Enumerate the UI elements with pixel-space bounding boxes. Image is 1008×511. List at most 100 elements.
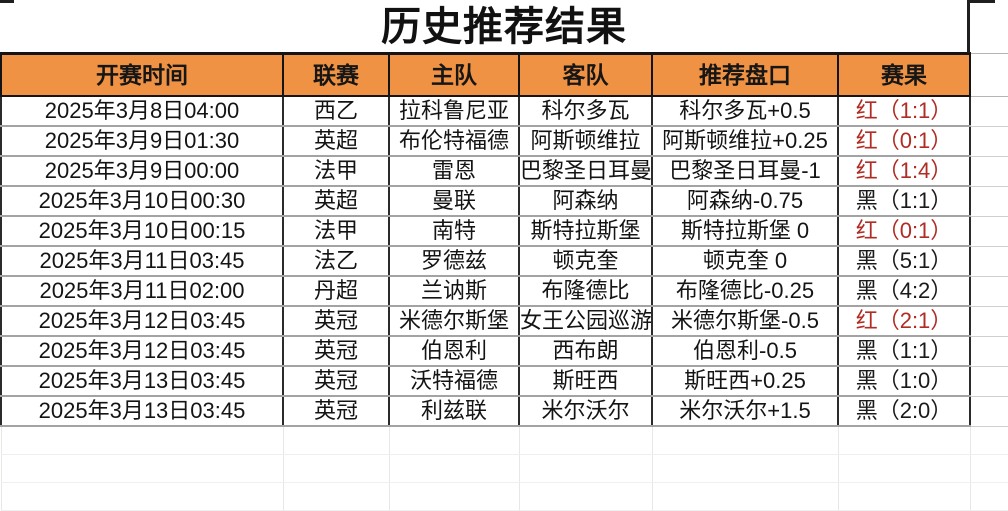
cell-home[interactable]: 雷恩 bbox=[388, 155, 520, 187]
cell-home[interactable]: 沃特福德 bbox=[388, 365, 520, 397]
cell-result[interactable]: 黑（4:2） bbox=[837, 275, 971, 307]
cell-time[interactable]: 2025年3月10日00:30 bbox=[0, 185, 284, 217]
empty-cell[interactable] bbox=[282, 425, 390, 455]
cell-result[interactable]: 红（1:4） bbox=[837, 155, 971, 187]
cell-result[interactable]: 黑（1:1） bbox=[837, 335, 971, 367]
cell-result[interactable]: 红（1:1） bbox=[837, 95, 971, 127]
cell-time[interactable]: 2025年3月12日03:45 bbox=[0, 305, 284, 337]
cell-handicap[interactable]: 布隆德比-0.25 bbox=[651, 275, 839, 307]
cell-away[interactable]: 女王公园巡游 bbox=[518, 305, 653, 337]
cell-home[interactable]: 米德尔斯堡 bbox=[388, 305, 520, 337]
cell-time[interactable]: 2025年3月9日01:30 bbox=[0, 125, 284, 157]
cell-home[interactable]: 利兹联 bbox=[388, 395, 520, 427]
header-cell-league[interactable]: 联赛 bbox=[282, 52, 390, 97]
cell-away[interactable]: 斯旺西 bbox=[518, 365, 653, 397]
cell-league[interactable]: 英冠 bbox=[282, 395, 390, 427]
table-row: 2025年3月8日04:00 西乙 拉科鲁尼亚 科尔多瓦 科尔多瓦+0.5 红（1:1） bbox=[0, 95, 1008, 127]
cell-result[interactable]: 黑（1:1） bbox=[837, 185, 971, 217]
cell-league[interactable]: 法甲 bbox=[282, 155, 390, 187]
empty-cell[interactable] bbox=[969, 482, 1008, 511]
cell-league[interactable]: 丹超 bbox=[282, 275, 390, 307]
ghost-cell bbox=[969, 185, 1008, 217]
cell-home[interactable]: 伯恩利 bbox=[388, 335, 520, 367]
cell-handicap[interactable]: 阿森纳-0.75 bbox=[651, 185, 839, 217]
empty-cell[interactable] bbox=[0, 425, 284, 455]
empty-cell[interactable] bbox=[0, 454, 284, 483]
cell-time[interactable]: 2025年3月13日03:45 bbox=[0, 395, 284, 427]
cell-away[interactable]: 米尔沃尔 bbox=[518, 395, 653, 427]
empty-cell[interactable] bbox=[837, 425, 971, 455]
empty-cell[interactable] bbox=[651, 425, 839, 455]
cell-away[interactable]: 阿斯顿维拉 bbox=[518, 125, 653, 157]
cell-home[interactable]: 南特 bbox=[388, 215, 520, 247]
cell-time[interactable]: 2025年3月11日02:00 bbox=[0, 275, 284, 307]
cell-handicap[interactable]: 斯特拉斯堡 0 bbox=[651, 215, 839, 247]
empty-cell[interactable] bbox=[388, 454, 520, 483]
cell-time[interactable]: 2025年3月13日03:45 bbox=[0, 365, 284, 397]
ghost-cell bbox=[969, 365, 1008, 397]
cell-home[interactable]: 拉科鲁尼亚 bbox=[388, 95, 520, 127]
cell-league[interactable]: 西乙 bbox=[282, 95, 390, 127]
empty-cell[interactable] bbox=[651, 454, 839, 483]
header-cell-handicap[interactable]: 推荐盘口 bbox=[651, 52, 839, 97]
empty-cell[interactable] bbox=[282, 454, 390, 483]
cell-league[interactable]: 英超 bbox=[282, 125, 390, 157]
cell-handicap[interactable]: 斯旺西+0.25 bbox=[651, 365, 839, 397]
cell-result[interactable]: 黑（5:1） bbox=[837, 245, 971, 277]
cell-league[interactable]: 英冠 bbox=[282, 335, 390, 367]
cell-league[interactable]: 法乙 bbox=[282, 245, 390, 277]
cell-away[interactable]: 科尔多瓦 bbox=[518, 95, 653, 127]
header-cell-time[interactable]: 开赛时间 bbox=[0, 52, 284, 97]
empty-cell[interactable] bbox=[969, 425, 1008, 455]
cell-league[interactable]: 英超 bbox=[282, 185, 390, 217]
cell-result[interactable]: 红（0:1） bbox=[837, 125, 971, 157]
empty-cell[interactable] bbox=[969, 454, 1008, 483]
cell-handicap[interactable]: 米德尔斯堡-0.5 bbox=[651, 305, 839, 337]
empty-cell[interactable] bbox=[837, 482, 971, 511]
cell-away[interactable]: 顿克奎 bbox=[518, 245, 653, 277]
empty-cell[interactable] bbox=[518, 482, 653, 511]
cell-handicap[interactable]: 科尔多瓦+0.5 bbox=[651, 95, 839, 127]
cell-away[interactable]: 斯特拉斯堡 bbox=[518, 215, 653, 247]
crop-artifact-top-left bbox=[0, 0, 14, 3]
cell-result[interactable]: 红（2:1） bbox=[837, 305, 971, 337]
empty-cell[interactable] bbox=[282, 482, 390, 511]
cell-away[interactable]: 巴黎圣日耳曼 bbox=[518, 155, 653, 187]
header-cell-home[interactable]: 主队 bbox=[388, 52, 520, 97]
cell-time[interactable]: 2025年3月10日00:15 bbox=[0, 215, 284, 247]
cell-handicap[interactable]: 顿克奎 0 bbox=[651, 245, 839, 277]
cell-handicap[interactable]: 阿斯顿维拉+0.25 bbox=[651, 125, 839, 157]
cell-away[interactable]: 西布朗 bbox=[518, 335, 653, 367]
cell-home[interactable]: 曼联 bbox=[388, 185, 520, 217]
cell-league[interactable]: 英冠 bbox=[282, 305, 390, 337]
empty-cell[interactable] bbox=[388, 425, 520, 455]
cell-time[interactable]: 2025年3月12日03:45 bbox=[0, 335, 284, 367]
cell-time[interactable]: 2025年3月9日00:00 bbox=[0, 155, 284, 187]
cell-away[interactable]: 阿森纳 bbox=[518, 185, 653, 217]
cell-home[interactable]: 布伦特福德 bbox=[388, 125, 520, 157]
empty-cell[interactable] bbox=[0, 482, 284, 511]
header-cell-result[interactable]: 赛果 bbox=[837, 52, 971, 97]
empty-cell[interactable] bbox=[518, 454, 653, 483]
empty-cell[interactable] bbox=[518, 425, 653, 455]
cell-home[interactable]: 罗德兹 bbox=[388, 245, 520, 277]
cell-time[interactable]: 2025年3月8日04:00 bbox=[0, 95, 284, 127]
cell-result[interactable]: 黑（1:0） bbox=[837, 365, 971, 397]
header-cell-away[interactable]: 客队 bbox=[518, 52, 653, 97]
cell-away[interactable]: 布隆德比 bbox=[518, 275, 653, 307]
empty-cell[interactable] bbox=[388, 482, 520, 511]
cell-time[interactable]: 2025年3月11日03:45 bbox=[0, 245, 284, 277]
empty-cell[interactable] bbox=[837, 454, 971, 483]
cell-result[interactable]: 红（0:1） bbox=[837, 215, 971, 247]
cell-league[interactable]: 英冠 bbox=[282, 365, 390, 397]
cell-home[interactable]: 兰讷斯 bbox=[388, 275, 520, 307]
cell-handicap[interactable]: 伯恩利-0.5 bbox=[651, 335, 839, 367]
cell-handicap[interactable]: 巴黎圣日耳曼-1 bbox=[651, 155, 839, 187]
cell-result[interactable]: 黑（2:0） bbox=[837, 395, 971, 427]
cell-handicap[interactable]: 米尔沃尔+1.5 bbox=[651, 395, 839, 427]
empty-cell[interactable] bbox=[651, 482, 839, 511]
empty-row bbox=[0, 482, 1008, 511]
cell-league[interactable]: 法甲 bbox=[282, 215, 390, 247]
table-row: 2025年3月13日03:45 英冠 沃特福德 斯旺西 斯旺西+0.25 黑（1:0） bbox=[0, 365, 1008, 397]
